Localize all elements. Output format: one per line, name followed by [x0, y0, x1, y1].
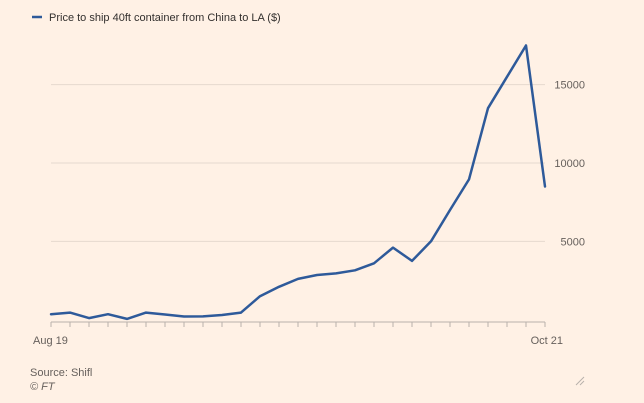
y-tick-label: 15000 — [554, 80, 585, 92]
y-tick-label: 5000 — [561, 236, 585, 248]
y-axis-tick-labels: 5000 10000 15000 — [554, 80, 585, 249]
gridlines — [51, 84, 545, 242]
series-line — [49, 44, 547, 321]
y-tick-label: 10000 — [554, 158, 585, 170]
legend-label: Price to ship 40ft container from China … — [49, 12, 281, 24]
series — [49, 44, 547, 321]
x-tick-label: Aug 19 — [33, 335, 68, 347]
legend: Price to ship 40ft container from China … — [32, 12, 281, 24]
x-tick-label: Oct 21 — [531, 335, 563, 347]
source-note: Source: Shifl — [30, 367, 93, 379]
x-axis: Aug 19 Oct 21 — [33, 321, 563, 347]
copyright-credit: © FT — [30, 381, 55, 393]
resize-icon — [575, 376, 585, 386]
